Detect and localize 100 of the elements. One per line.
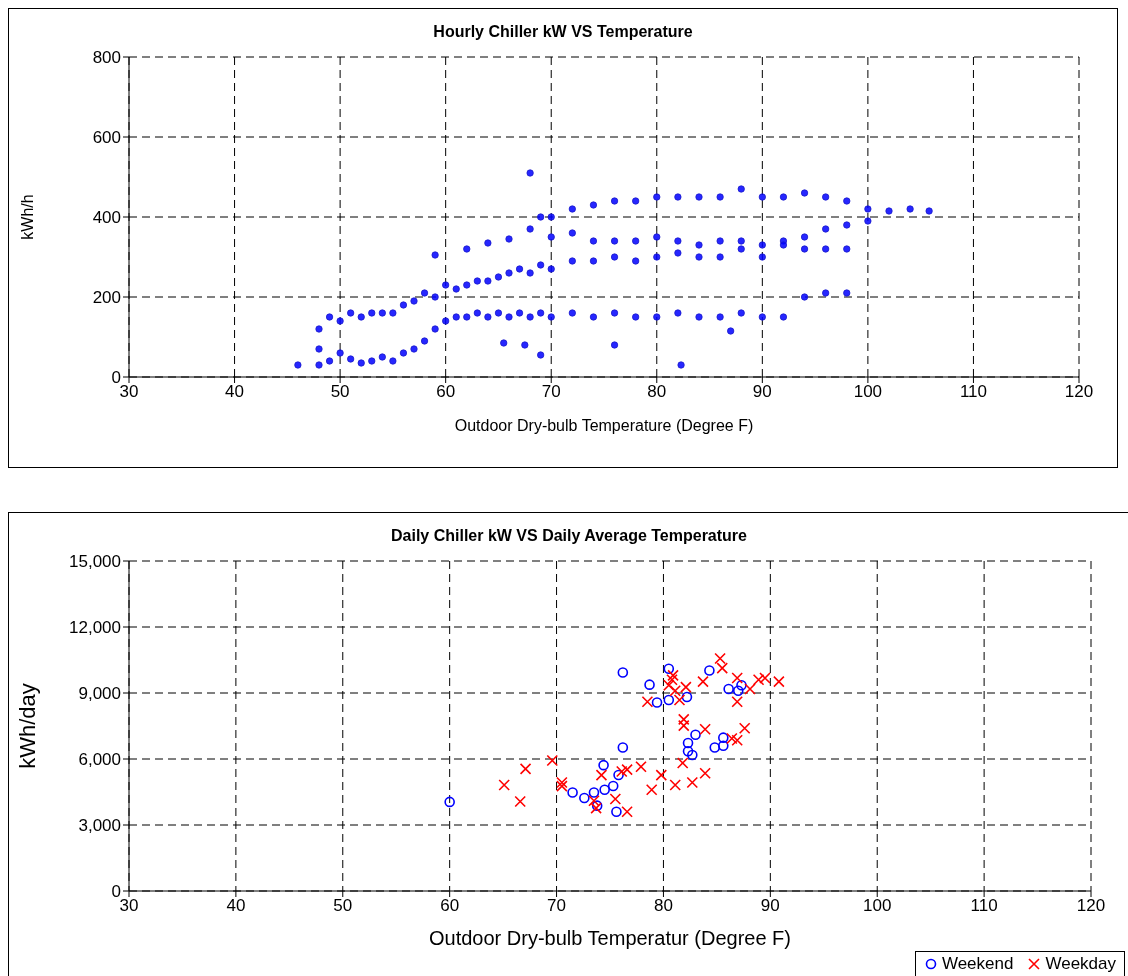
point	[514, 795, 527, 808]
point	[773, 675, 785, 688]
point	[682, 746, 694, 757]
x-tick-label: 80	[653, 896, 673, 916]
point	[556, 776, 568, 789]
point	[588, 795, 600, 807]
x-tick-label: 120	[1076, 896, 1106, 916]
y-tick-label: 200	[92, 288, 121, 308]
point	[663, 663, 675, 675]
x-tick-label: 40	[225, 382, 245, 402]
y-tick-label: 600	[92, 128, 121, 148]
x-tick-label: 100	[863, 896, 892, 916]
point	[731, 696, 743, 708]
point	[714, 652, 726, 665]
x-tick-label: 100	[853, 382, 883, 402]
x-tick-label: 60	[440, 896, 460, 916]
point	[609, 793, 622, 805]
point	[716, 662, 729, 674]
point	[731, 734, 743, 747]
y-axis-title: kWh/day	[14, 683, 40, 769]
x-tick-label: 110	[959, 382, 987, 402]
point	[611, 806, 622, 818]
point	[599, 784, 610, 796]
chart-title: Daily Chiller kW VS Daily Average Temperature	[390, 527, 748, 545]
y-tick-label: 15,000	[69, 552, 121, 572]
point	[699, 723, 711, 736]
point	[680, 681, 692, 693]
point	[723, 683, 734, 695]
y-tick-label: 0	[111, 882, 121, 902]
point	[621, 806, 633, 818]
point	[718, 740, 729, 752]
point	[726, 732, 738, 745]
point	[546, 754, 559, 767]
x-tick-label: 70	[541, 382, 561, 402]
x-tick-label: 90	[752, 382, 772, 402]
point	[617, 667, 629, 678]
y-tick-label: 800	[92, 48, 121, 68]
y-tick-label: 400	[92, 208, 121, 228]
point	[595, 769, 608, 781]
x-tick-label: 30	[119, 896, 139, 916]
x-tick-label: 60	[436, 382, 456, 402]
x-tick-label: 80	[647, 382, 667, 402]
x-tick-label: 50	[330, 382, 350, 402]
x-tick-label: 50	[333, 896, 353, 916]
point	[690, 729, 701, 741]
point	[598, 759, 609, 771]
legend-label: Weekend	[941, 954, 1014, 974]
point	[718, 732, 729, 743]
point	[444, 796, 455, 808]
point	[613, 769, 624, 781]
point	[645, 784, 658, 796]
point	[697, 675, 709, 688]
point	[567, 787, 578, 798]
legend-label: Weekday	[1045, 954, 1116, 974]
x-tick-label: 40	[226, 896, 246, 916]
point	[498, 779, 510, 791]
point	[699, 767, 711, 780]
point	[644, 679, 655, 690]
point	[621, 763, 633, 776]
point	[669, 779, 681, 791]
point	[682, 737, 694, 749]
point	[677, 713, 690, 726]
x-tick-label: 120	[1064, 382, 1094, 402]
y-tick-label: 12,000	[69, 618, 121, 638]
x-tick-label: 70	[547, 896, 567, 916]
point	[655, 769, 668, 781]
point	[641, 696, 654, 708]
point	[651, 697, 663, 708]
point	[744, 683, 756, 695]
point	[752, 674, 765, 686]
point	[673, 694, 686, 706]
point	[677, 719, 690, 732]
point	[519, 763, 532, 775]
x-axis-title: Outdoor Dry-bulb Temperatur (Degree F)	[429, 927, 791, 949]
x-axis-title: Outdoor Dry-bulb Temperature (Degree F)	[454, 417, 754, 434]
point	[617, 742, 629, 753]
point	[736, 680, 747, 691]
point	[686, 776, 699, 789]
y-tick-label: 9,000	[78, 684, 121, 704]
y-tick-label: 3,000	[78, 816, 121, 836]
point	[579, 792, 590, 804]
point	[556, 780, 568, 792]
point	[709, 742, 721, 753]
point	[759, 672, 771, 684]
point	[738, 722, 751, 734]
point	[607, 780, 619, 792]
point	[732, 685, 744, 697]
point	[704, 665, 715, 676]
point	[676, 757, 689, 769]
chart-title: Hourly Chiller kW VS Temperature	[432, 23, 694, 41]
x-tick-label: 30	[119, 382, 139, 402]
point	[635, 760, 647, 773]
point	[666, 674, 678, 686]
x-tick-label: 90	[760, 896, 780, 916]
y-axis-title: kWh/h	[18, 194, 36, 240]
point	[681, 691, 693, 703]
y-tick-label: 0	[111, 368, 121, 388]
point	[615, 765, 628, 778]
point	[663, 694, 675, 706]
point	[687, 749, 698, 761]
